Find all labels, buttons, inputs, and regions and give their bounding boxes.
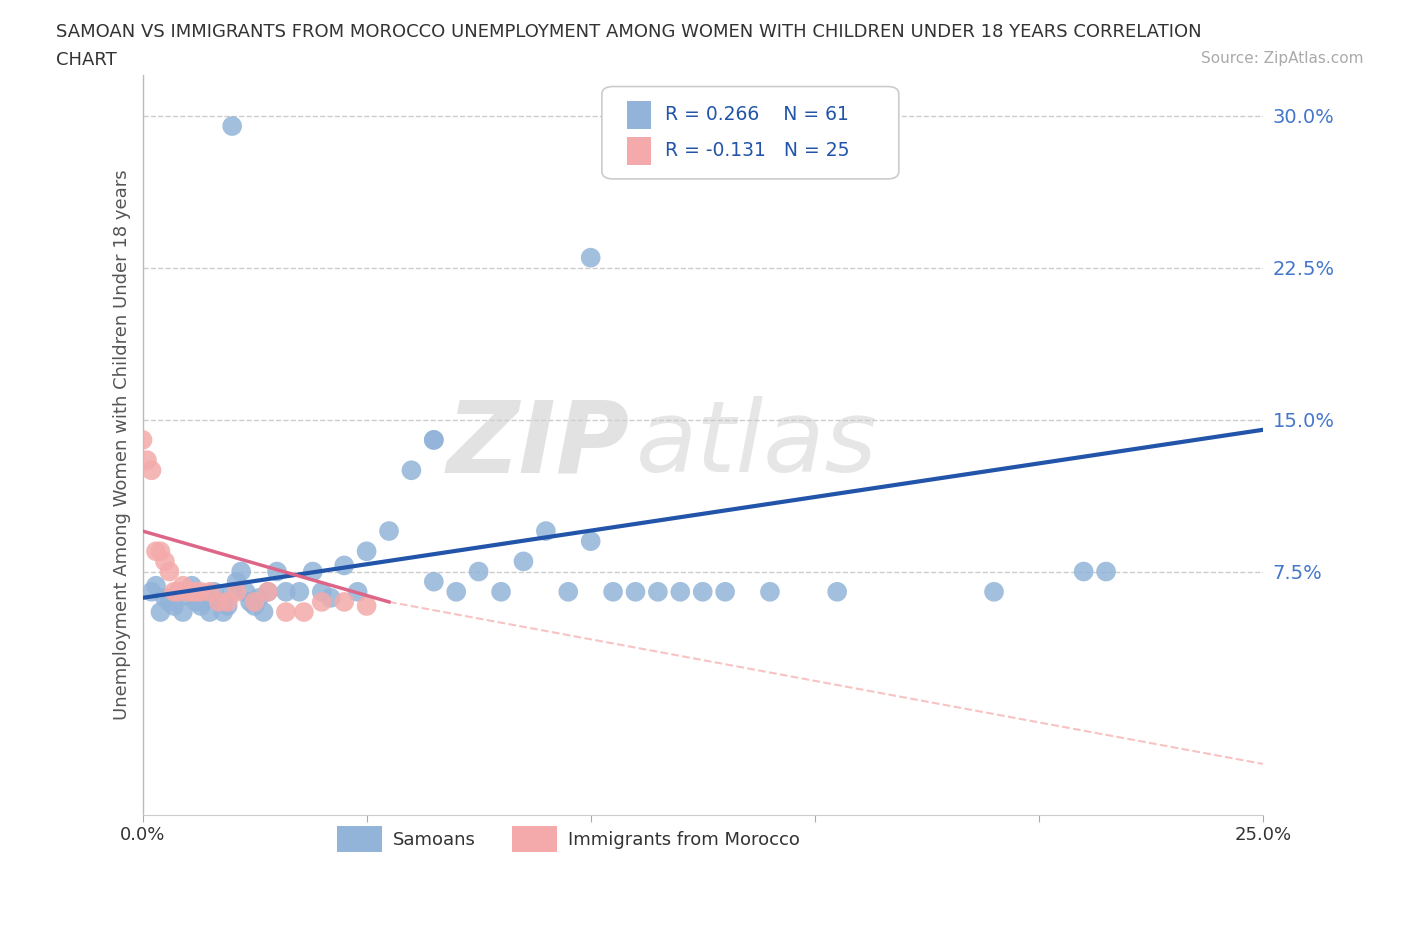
Text: R = -0.131   N = 25: R = -0.131 N = 25 — [665, 141, 849, 160]
Point — [292, 604, 315, 619]
Point — [301, 565, 323, 579]
Point — [221, 119, 243, 134]
Point — [212, 604, 235, 619]
Point — [825, 584, 848, 599]
Point — [247, 591, 270, 605]
Point — [252, 604, 274, 619]
Point — [157, 565, 180, 579]
Point — [176, 589, 198, 604]
Point — [167, 584, 190, 599]
Point — [467, 565, 489, 579]
Point — [346, 584, 368, 599]
Point — [198, 604, 221, 619]
Point — [194, 591, 217, 605]
Point — [163, 584, 186, 599]
Text: Source: ZipAtlas.com: Source: ZipAtlas.com — [1201, 51, 1364, 66]
Point — [401, 463, 423, 478]
Point — [180, 584, 202, 599]
Point — [274, 604, 297, 619]
Point — [444, 584, 467, 599]
Point — [202, 584, 225, 599]
Point — [512, 554, 534, 569]
Point — [423, 574, 446, 589]
Point — [257, 584, 280, 599]
Point — [176, 584, 198, 599]
Point — [579, 250, 602, 265]
Text: CHART: CHART — [56, 51, 117, 69]
Point — [217, 594, 239, 609]
Point — [141, 463, 163, 478]
Point — [149, 544, 172, 559]
Point — [167, 584, 190, 599]
Bar — [627, 138, 651, 166]
Point — [714, 584, 737, 599]
Point — [319, 591, 342, 605]
Point — [157, 594, 180, 609]
Point — [172, 578, 194, 593]
Text: atlas: atlas — [636, 396, 877, 494]
Point — [239, 594, 262, 609]
Point — [235, 584, 257, 599]
Text: ZIP: ZIP — [447, 396, 630, 494]
Point — [274, 584, 297, 599]
Point — [333, 594, 356, 609]
Point — [1073, 565, 1095, 579]
Text: SAMOAN VS IMMIGRANTS FROM MOROCCO UNEMPLOYMENT AMONG WOMEN WITH CHILDREN UNDER 1: SAMOAN VS IMMIGRANTS FROM MOROCCO UNEMPL… — [56, 23, 1202, 41]
Point — [172, 604, 194, 619]
Point — [180, 578, 202, 593]
Point — [378, 524, 401, 538]
Point — [266, 565, 288, 579]
Point — [759, 584, 782, 599]
Point — [208, 594, 231, 609]
Point — [149, 604, 172, 619]
Y-axis label: Unemployment Among Women with Children Under 18 years: Unemployment Among Women with Children U… — [114, 169, 131, 721]
Point — [225, 584, 247, 599]
Point — [145, 578, 167, 593]
Point — [243, 594, 266, 609]
Point — [356, 599, 378, 614]
Point — [669, 584, 692, 599]
Point — [198, 584, 221, 599]
Point — [145, 544, 167, 559]
Point — [288, 584, 311, 599]
Point — [229, 565, 252, 579]
Point — [602, 584, 624, 599]
Point — [163, 599, 186, 614]
Point — [333, 558, 356, 573]
Point — [557, 584, 579, 599]
Point — [423, 432, 446, 447]
Point — [423, 432, 446, 447]
Point — [208, 594, 231, 609]
Point — [534, 524, 557, 538]
Point — [1095, 565, 1118, 579]
Point — [131, 432, 153, 447]
Point — [190, 599, 212, 614]
Legend: Samoans, Immigrants from Morocco: Samoans, Immigrants from Morocco — [328, 817, 808, 861]
Point — [190, 584, 212, 599]
Point — [153, 554, 176, 569]
Point — [489, 584, 512, 599]
Point — [217, 599, 239, 614]
Point — [356, 544, 378, 559]
Point — [221, 584, 243, 599]
Point — [186, 584, 208, 599]
FancyBboxPatch shape — [602, 86, 898, 179]
Point — [186, 594, 208, 609]
Point — [136, 453, 159, 468]
Point — [579, 534, 602, 549]
Text: R = 0.266    N = 61: R = 0.266 N = 61 — [665, 104, 848, 124]
Point — [311, 594, 333, 609]
Point — [153, 591, 176, 605]
Point — [983, 584, 1005, 599]
Point — [141, 584, 163, 599]
Bar — [627, 100, 651, 129]
Point — [692, 584, 714, 599]
Point — [243, 599, 266, 614]
Point — [225, 574, 247, 589]
Point — [647, 584, 669, 599]
Point — [257, 584, 280, 599]
Point — [311, 584, 333, 599]
Point — [624, 584, 647, 599]
